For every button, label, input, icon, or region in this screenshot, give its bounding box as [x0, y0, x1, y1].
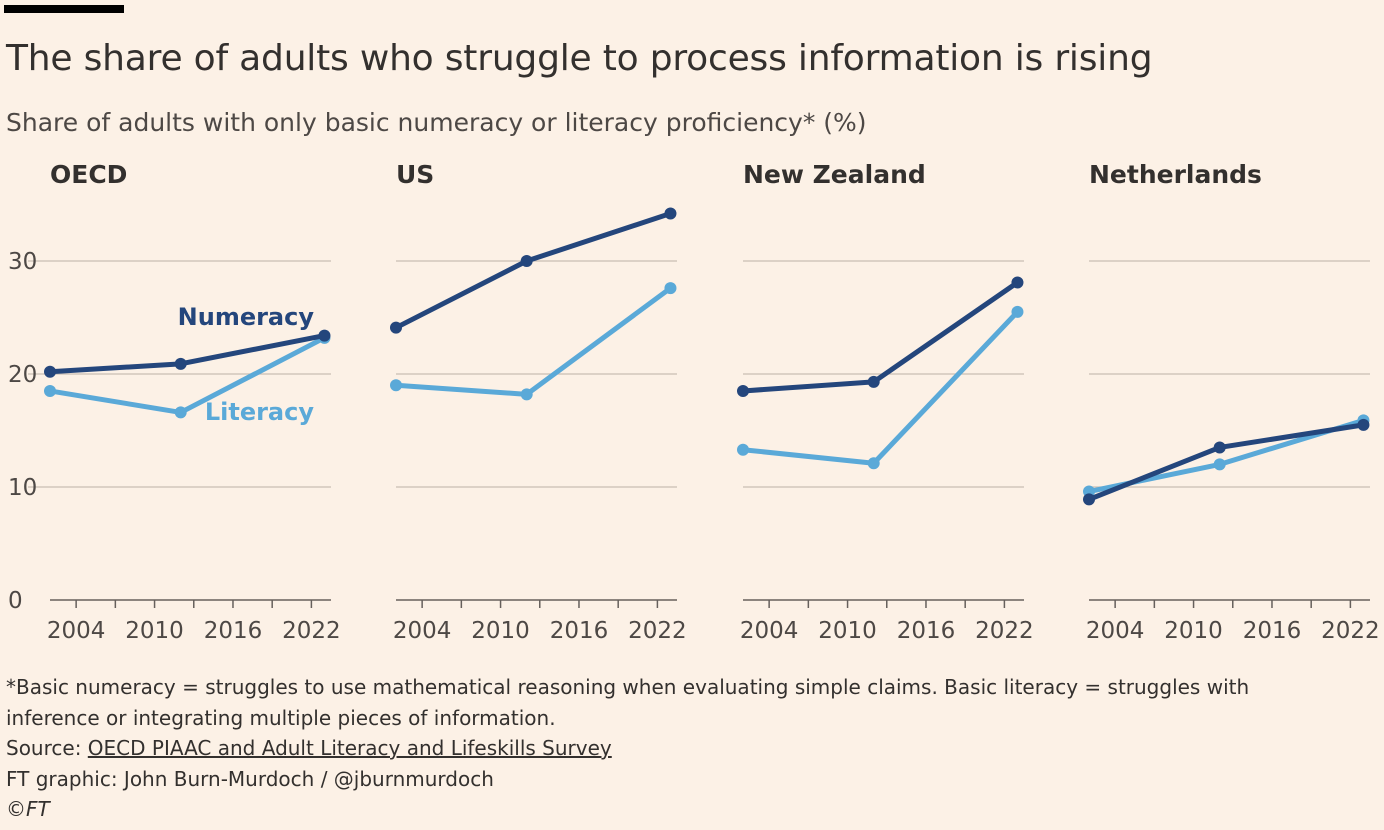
y-tick-label: 20	[8, 362, 37, 388]
x-tick-label: 2016	[550, 618, 609, 644]
small-multiples-chart: OECD 0 10 20 30 2004 2010 2016 2022 Numeracy Liter…	[8, 160, 1380, 644]
data-point-literacy	[1011, 305, 1024, 318]
series-label-numeracy: Numeracy	[178, 303, 315, 331]
x-tick-label: 2016	[204, 618, 263, 644]
x-tick-label: 2016	[1243, 618, 1302, 644]
x-tick-label: 2022	[628, 618, 687, 644]
panel-title: OECD	[50, 160, 127, 189]
series-line-numeracy	[393, 211, 673, 331]
source-link[interactable]: OECD PIAAC and Adult Literacy and Lifesk…	[87, 736, 612, 760]
panel-title: New Zealand	[743, 160, 926, 189]
copyright: ©FT	[6, 797, 50, 821]
x-tick-label: 2010	[471, 618, 530, 644]
data-point-literacy	[664, 282, 677, 295]
x-tick-label: 2010	[1164, 618, 1223, 644]
x-tick-label: 2022	[1321, 618, 1380, 644]
data-point-numeracy	[664, 207, 677, 220]
data-point-numeracy	[520, 255, 533, 267]
chart-title: The share of adults who struggle to proc…	[6, 38, 1153, 79]
series-line-numeracy	[740, 279, 1020, 394]
x-tick-label: 2004	[740, 618, 799, 644]
footnote-line-2: inference or integrating multiple pieces…	[6, 705, 556, 730]
data-point-numeracy	[318, 329, 331, 342]
panel-title: Netherlands	[1089, 160, 1262, 189]
data-point-literacy	[390, 379, 402, 392]
data-point-numeracy	[44, 365, 56, 378]
data-point-literacy	[174, 406, 187, 419]
data-point-numeracy	[174, 357, 187, 370]
data-point-numeracy	[390, 321, 402, 334]
series-label-literacy: Literacy	[205, 398, 315, 426]
x-tick-label: 2004	[393, 618, 452, 644]
y-tick-label: 0	[8, 588, 23, 614]
data-point-numeracy	[867, 375, 880, 388]
data-point-numeracy	[737, 384, 749, 397]
source-prefix: Source:	[6, 736, 88, 760]
panel-title: US	[396, 160, 434, 189]
panel-3: Netherlands 2004 2010 2016 2022	[1083, 160, 1380, 644]
source-line: Source: OECD PIAAC and Adult Literacy an…	[6, 733, 1376, 764]
data-point-numeracy	[1213, 441, 1226, 454]
panel-1: US 2004 2010 2016 2022	[390, 160, 687, 644]
x-tick-label: 2016	[897, 618, 956, 644]
data-point-literacy	[520, 388, 533, 401]
data-point-numeracy	[1357, 418, 1370, 431]
panel-0: OECD 0 10 20 30 2004 2010 2016 2022 Numeracy Liter…	[8, 160, 341, 644]
ft-brand-bar	[4, 5, 124, 13]
y-tick-label: 30	[8, 249, 37, 275]
x-tick-label: 2010	[125, 618, 184, 644]
credit-line: FT graphic: John Burn-Murdoch / @jburnmu…	[6, 766, 494, 791]
x-tick-label: 2004	[47, 618, 106, 644]
panel-2: New Zealand 2004 2010 2016 2022	[737, 160, 1034, 644]
x-tick-label: 2022	[282, 618, 341, 644]
data-point-literacy	[44, 384, 56, 397]
chart-subtitle: Share of adults with only basic numeracy…	[6, 108, 867, 137]
x-tick-label: 2010	[818, 618, 877, 644]
x-tick-label: 2004	[1086, 618, 1145, 644]
series-line-numeracy	[47, 333, 327, 375]
chart-footer: *Basic numeracy = struggles to use mathe…	[6, 672, 1376, 825]
data-point-literacy	[867, 457, 880, 470]
x-tick-label: 2022	[975, 618, 1034, 644]
data-point-literacy	[737, 443, 749, 456]
footnote-line-1: *Basic numeracy = struggles to use mathe…	[6, 675, 1250, 699]
y-tick-label: 10	[8, 475, 37, 501]
data-point-literacy	[1213, 458, 1226, 471]
data-point-numeracy	[1083, 493, 1095, 506]
data-point-numeracy	[1011, 276, 1024, 289]
